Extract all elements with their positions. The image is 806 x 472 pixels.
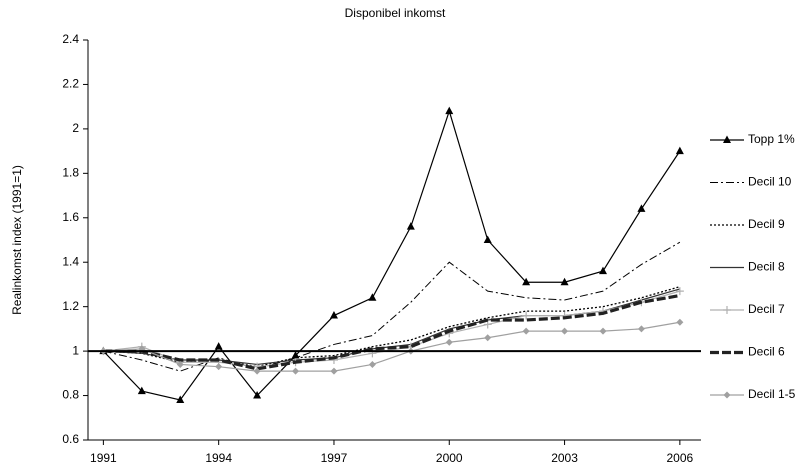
marker xyxy=(368,293,377,301)
marker xyxy=(253,367,261,375)
marker xyxy=(483,235,492,243)
series-line xyxy=(103,241,681,372)
x-tick-label: 2006 xyxy=(667,451,694,465)
y-tick-label: 1 xyxy=(72,343,79,357)
marker xyxy=(330,367,338,375)
legend-label: Decil 7 xyxy=(748,302,785,316)
marker xyxy=(522,327,530,335)
x-tick-label: 1991 xyxy=(90,451,117,465)
marker xyxy=(483,320,492,329)
y-tick-label: 0.8 xyxy=(62,388,79,402)
series-line xyxy=(102,109,681,401)
y-axis-label: Realinkomst index (1991=1) xyxy=(10,165,24,315)
marker xyxy=(637,325,645,333)
marker xyxy=(214,342,223,350)
y-tick-label: 1.8 xyxy=(62,166,79,180)
marker xyxy=(368,360,376,368)
legend-label: Decil 10 xyxy=(748,175,792,189)
legend-label: Topp 1% xyxy=(748,132,795,146)
marker xyxy=(675,287,684,296)
marker xyxy=(445,338,453,346)
legend-label: Decil 6 xyxy=(748,345,785,359)
marker xyxy=(329,311,338,319)
marker xyxy=(215,363,223,371)
y-tick-label: 2.4 xyxy=(62,32,79,46)
marker xyxy=(445,106,454,115)
marker xyxy=(291,351,300,359)
marker xyxy=(176,360,184,368)
series-line xyxy=(103,321,680,372)
series-line xyxy=(103,286,681,368)
marker xyxy=(406,222,415,230)
marker xyxy=(676,318,684,326)
marker xyxy=(598,266,607,275)
marker xyxy=(561,327,569,335)
legend-label: Decil 9 xyxy=(748,217,785,231)
marker xyxy=(292,367,300,375)
legend-marker xyxy=(723,306,731,314)
y-tick-label: 0.6 xyxy=(62,432,79,446)
y-tick-label: 2.2 xyxy=(62,77,79,91)
chart-title: Disponibel inkomst xyxy=(345,6,446,20)
marker xyxy=(637,204,646,212)
marker xyxy=(253,391,262,399)
x-tick-label: 2003 xyxy=(551,451,578,465)
marker xyxy=(137,386,146,395)
series-line xyxy=(103,293,681,371)
marker xyxy=(522,277,531,286)
marker xyxy=(176,395,185,403)
series-line xyxy=(103,288,681,366)
x-tick-label: 1994 xyxy=(205,451,232,465)
x-tick-label: 1997 xyxy=(321,451,348,465)
legend-label: Decil 8 xyxy=(748,260,785,274)
y-tick-label: 1.6 xyxy=(62,210,79,224)
y-tick-label: 1.4 xyxy=(62,254,79,268)
marker xyxy=(484,334,492,342)
x-tick-label: 2000 xyxy=(436,451,463,465)
marker xyxy=(599,327,607,335)
legend-label: Decil 1-5 xyxy=(748,387,796,401)
y-tick-label: 2 xyxy=(72,121,79,135)
marker xyxy=(560,277,569,286)
marker xyxy=(522,311,531,320)
legend-marker xyxy=(723,391,731,399)
y-tick-label: 1.2 xyxy=(62,299,79,313)
legend-marker xyxy=(723,135,731,143)
series-line xyxy=(103,290,681,368)
marker xyxy=(675,146,684,155)
